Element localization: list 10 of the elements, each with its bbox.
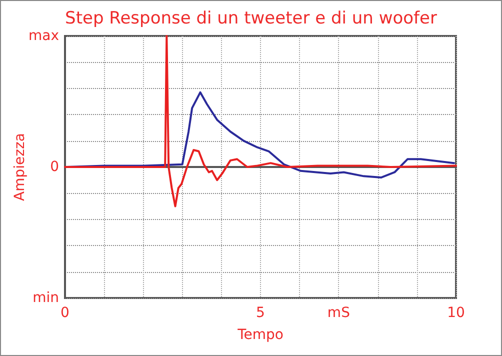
x-tick-label: mS	[327, 305, 350, 321]
text: min	[32, 290, 59, 306]
x-axis-title: Tempo	[236, 327, 284, 343]
chart-title: Step Response di un tweeter e di un woofer	[65, 8, 437, 28]
y-axis-title: Ampiezza	[12, 133, 28, 201]
text: max	[28, 28, 59, 44]
x-tick-label: 10	[447, 305, 465, 321]
text: 0	[50, 159, 59, 175]
x-tick-label: 5	[256, 305, 265, 321]
x-tick-label: 0	[60, 305, 70, 321]
